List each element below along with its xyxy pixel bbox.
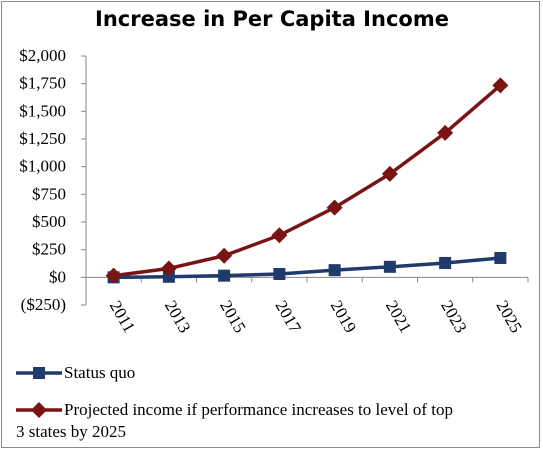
data-point [160, 260, 177, 277]
x-tick-label: 2021 [382, 297, 415, 336]
y-tick-label: $750 [32, 184, 66, 203]
series-group [105, 77, 509, 284]
y-tick-label: $500 [32, 212, 66, 231]
y-tick-label: $1,000 [19, 157, 66, 176]
y-tick-label: $250 [32, 240, 66, 259]
data-point [162, 270, 175, 283]
legend-marker [33, 367, 45, 379]
legend: Status quo Projected income if performanc… [16, 363, 453, 441]
y-tick-label: $0 [49, 267, 66, 286]
y-tick-label: $1,250 [19, 129, 66, 148]
legend-label: Status quo [64, 363, 135, 382]
data-point [105, 267, 122, 284]
series-line [113, 256, 501, 280]
x-tick-label: 2019 [327, 297, 360, 336]
legend-label: Projected income if performance increase… [64, 400, 453, 419]
y-axis-ticks: $2,000 $1,750 $1,500 $1,250 $1,000 $750 $500 $2… [19, 46, 66, 314]
data-point [218, 269, 231, 282]
data-point [216, 247, 233, 264]
legend-item-projected-income: Projected income if performance increase… [16, 400, 453, 441]
x-tick-label: 2011 [106, 297, 139, 335]
data-point [383, 260, 396, 273]
x-axis-ticks: 2011 2013 2015 2017 2019 2021 2023 2025 [106, 297, 526, 336]
x-tick-label: 2025 [492, 297, 525, 336]
data-point [437, 124, 454, 141]
series-line [113, 84, 502, 278]
x-tick-label: 2017 [271, 297, 305, 336]
data-point [381, 165, 398, 182]
series-projected-income [105, 77, 509, 284]
legend-item-status-quo: Status quo [16, 363, 135, 382]
legend-marker [31, 402, 47, 418]
y-tick-label: $2,000 [19, 46, 66, 65]
data-point [326, 199, 343, 216]
chart-title: Increase in Per Capita Income [95, 7, 449, 31]
data-point [439, 256, 452, 269]
y-tick-label: $1,500 [19, 101, 66, 120]
x-tick-label: 2013 [161, 297, 194, 336]
y-tick-label: $1,750 [19, 74, 66, 93]
data-point [328, 264, 341, 277]
x-tick-label: 2023 [437, 297, 470, 336]
axes [81, 55, 529, 306]
data-point [492, 77, 509, 94]
y-tick-label: ($250) [21, 295, 66, 314]
data-point [271, 227, 288, 244]
x-tick-label: 2015 [216, 297, 249, 336]
data-point [494, 251, 507, 264]
legend-label: 3 states by 2025 [16, 422, 126, 441]
data-point [273, 268, 286, 281]
